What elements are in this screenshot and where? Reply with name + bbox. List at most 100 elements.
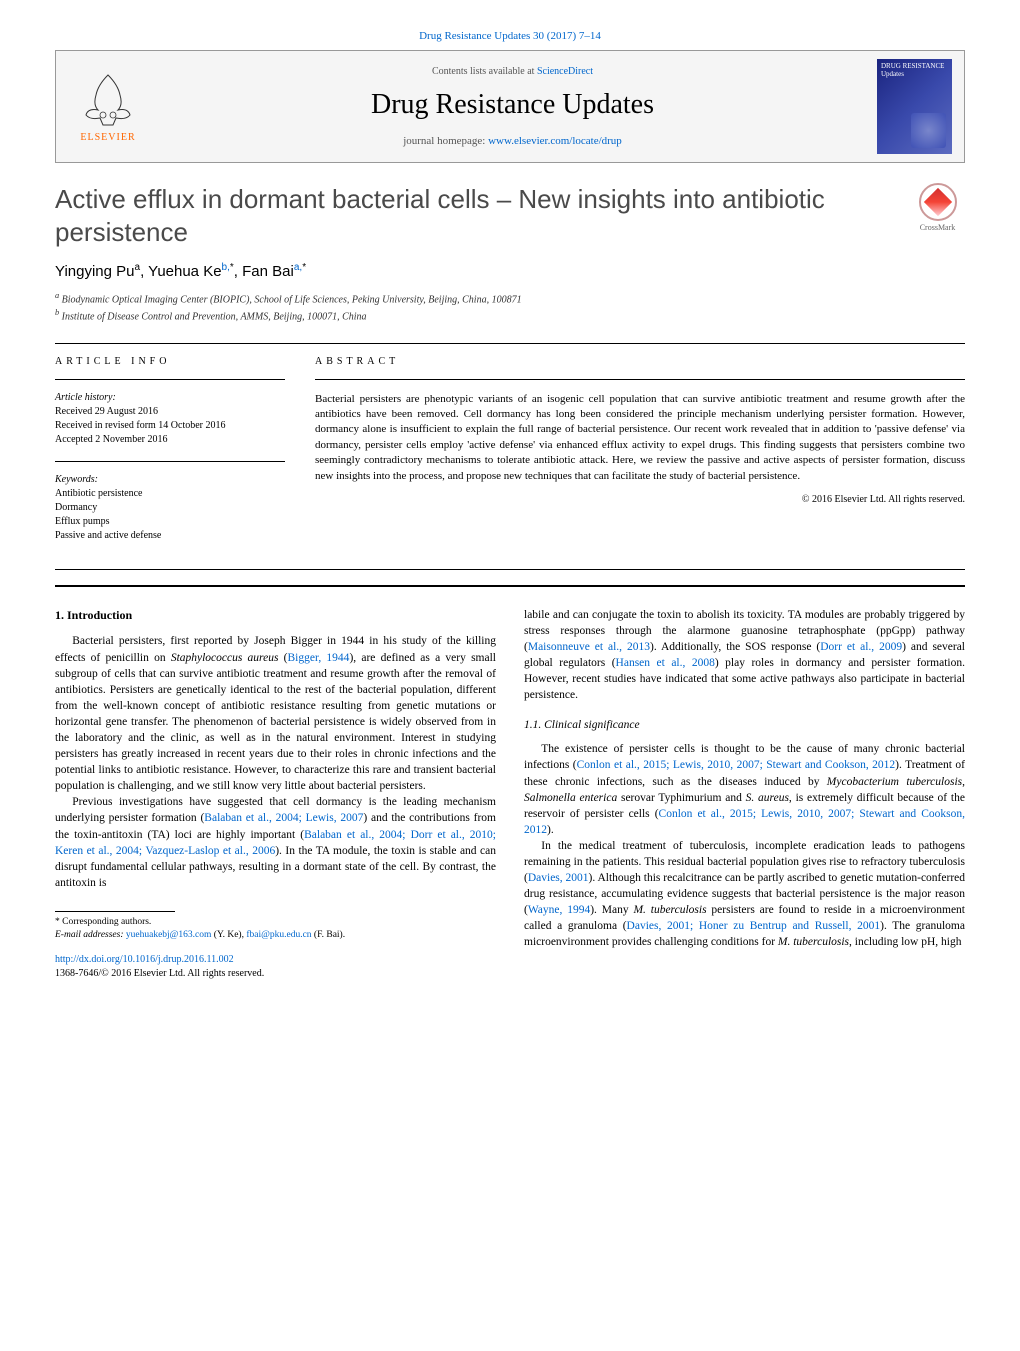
revised-date: Received in revised form 14 October 2016 — [55, 419, 285, 433]
footer-block: * Corresponding authors. E-mail addresse… — [55, 911, 496, 981]
aff-a-text: Biodynamic Optical Imaging Center (BIOPI… — [62, 294, 522, 305]
author-3-corr: * — [302, 262, 306, 273]
affiliation-a: a Biodynamic Optical Imaging Center (BIO… — [55, 290, 965, 307]
abstract-text: Bacterial persisters are phenotypic vari… — [315, 392, 965, 484]
left-column: 1. Introduction Bacterial persisters, fi… — [55, 607, 496, 981]
p1-cite1: Bigger, 1944 — [288, 652, 350, 664]
info-divider-2 — [55, 461, 285, 462]
affiliation-b: b Institute of Disease Control and Preve… — [55, 307, 965, 324]
info-abstract-row: article info Article history: Received 2… — [55, 356, 965, 557]
thick-divider — [55, 585, 965, 587]
abstract-heading: abstract — [315, 356, 965, 367]
email-1-link[interactable]: yuehuakebj@163.com — [126, 930, 212, 940]
author-2-aff: b, — [222, 262, 230, 273]
history-section: Article history: Received 29 August 2016… — [55, 392, 285, 447]
info-divider-1 — [55, 379, 285, 380]
paper-title: Active efflux in dormant bacterial cells… — [55, 183, 895, 248]
elsevier-tree-icon — [78, 70, 138, 130]
s11p2-sp2: M. tuberculosis — [778, 936, 849, 948]
p1-c: ), are defined as a very small subgroup … — [55, 652, 496, 793]
s11p2-cite3: Davies, 2001; Honer zu Bentrup and Russe… — [627, 920, 881, 932]
c2p1-b: ). Additionally, the SOS response ( — [650, 641, 820, 653]
s11p1-c: , — [962, 776, 965, 788]
cover-image — [911, 113, 946, 148]
abstract-divider — [315, 379, 965, 380]
crossmark-badge[interactable]: CrossMark — [910, 183, 965, 238]
doi-link[interactable]: http://dx.doi.org/10.1016/j.drup.2016.11… — [55, 953, 496, 967]
article-info-heading: article info — [55, 356, 285, 367]
elsevier-logo: ELSEVIER — [68, 62, 148, 152]
keywords-section: Keywords: Antibiotic persistence Dormanc… — [55, 474, 285, 543]
accepted-date: Accepted 2 November 2016 — [55, 433, 285, 447]
authors-line: Yingying Pua, Yuehua Keb,*, Fan Baia,* — [55, 262, 965, 280]
abstract-copyright: © 2016 Elsevier Ltd. All rights reserved… — [315, 494, 965, 505]
crossmark-label: CrossMark — [920, 223, 956, 232]
footer-divider — [55, 911, 175, 912]
author-1-aff: a — [135, 262, 141, 273]
title-row: Active efflux in dormant bacterial cells… — [55, 183, 965, 248]
author-2: Yuehua Ke — [148, 263, 221, 280]
right-column: labile and can conjugate the toxin to ab… — [524, 607, 965, 981]
s11p1-sp3: S. aureus — [746, 792, 789, 804]
email-label: E-mail addresses: — [55, 930, 126, 940]
c2p1-cite3: Hansen et al., 2008 — [616, 657, 715, 669]
affiliations: a Biodynamic Optical Imaging Center (BIO… — [55, 290, 965, 325]
author-2-corr: * — [230, 262, 234, 273]
keyword-3: Efflux pumps — [55, 515, 285, 529]
s11-p1: The existence of persister cells is thou… — [524, 741, 965, 838]
author-3-aff: a, — [294, 262, 302, 273]
keyword-4: Passive and active defense — [55, 529, 285, 543]
elsevier-text: ELSEVIER — [80, 132, 135, 143]
divider-mid — [55, 569, 965, 570]
contents-line: Contents lists available at ScienceDirec… — [148, 66, 877, 77]
header-center: Contents lists available at ScienceDirec… — [148, 66, 877, 147]
s11p2-f: , including low pH, high — [849, 936, 961, 948]
body-columns: 1. Introduction Bacterial persisters, fi… — [55, 607, 965, 981]
c2p1-cite2: Dorr et al., 2009 — [820, 641, 902, 653]
journal-reference: Drug Resistance Updates 30 (2017) 7–14 — [55, 30, 965, 42]
s11p1-sp1: Mycobacterium tuberculosis — [827, 776, 962, 788]
crossmark-circle-icon — [919, 183, 957, 221]
journal-header-box: ELSEVIER Contents lists available at Sci… — [55, 50, 965, 163]
article-info-column: article info Article history: Received 2… — [55, 356, 285, 557]
col2-p1: labile and can conjugate the toxin to ab… — [524, 607, 965, 704]
author-3: Fan Bai — [242, 263, 294, 280]
keyword-2: Dormancy — [55, 501, 285, 515]
contents-text: Contents lists available at — [432, 66, 537, 77]
email-2-link[interactable]: fbai@pku.edu.cn — [246, 930, 311, 940]
divider-top — [55, 343, 965, 344]
keyword-1: Antibiotic persistence — [55, 487, 285, 501]
journal-name: Drug Resistance Updates — [148, 89, 877, 121]
intro-heading: 1. Introduction — [55, 607, 496, 624]
homepage-line: journal homepage: www.elsevier.com/locat… — [148, 135, 877, 147]
email-2-name: (F. Bai). — [312, 930, 346, 940]
p2-cite1: Balaban et al., 2004; Lewis, 2007 — [204, 812, 363, 824]
c2p1-cite1: Maisonneuve et al., 2013 — [528, 641, 650, 653]
homepage-label: journal homepage: — [403, 135, 488, 147]
s11p1-cite1: Conlon et al., 2015; Lewis, 2010, 2007; … — [577, 759, 896, 771]
homepage-link[interactable]: www.elsevier.com/locate/drup — [488, 135, 622, 147]
s11p1-d: serovar Typhimurium and — [617, 792, 745, 804]
intro-p1: Bacterial persisters, first reported by … — [55, 633, 496, 794]
author-1: Yingying Pu — [55, 263, 135, 280]
intro-p2: Previous investigations have suggested t… — [55, 794, 496, 891]
subheading-1-1: 1.1. Clinical significance — [524, 717, 965, 733]
p1-species: Staphylococcus aureus — [171, 652, 279, 664]
issn-copyright: 1368-7646/© 2016 Elsevier Ltd. All right… — [55, 967, 496, 981]
corresponding-note: * Corresponding authors. — [55, 916, 496, 929]
journal-cover-thumbnail: DRUG RESISTANCE Updates — [877, 59, 952, 154]
s11p1-f: ). — [547, 824, 554, 836]
sciencedirect-link[interactable]: ScienceDirect — [537, 66, 593, 77]
s11p2-cite2: Wayne, 1994 — [528, 904, 590, 916]
s11-p2: In the medical treatment of tuberculosis… — [524, 838, 965, 951]
p1-b: ( — [278, 652, 287, 664]
email-1-name: (Y. Ke), — [211, 930, 246, 940]
crossmark-inner-icon — [923, 188, 951, 216]
s11p2-sp1: M. tuberculosis — [633, 904, 706, 916]
cover-title: DRUG RESISTANCE Updates — [881, 63, 952, 78]
email-line: E-mail addresses: yuehuakebj@163.com (Y.… — [55, 929, 496, 942]
s11p1-sp2: Salmonella enterica — [524, 792, 617, 804]
aff-b-text: Institute of Disease Control and Prevent… — [62, 312, 367, 323]
history-label: Article history: — [55, 392, 285, 403]
s11p2-c: ). Many — [590, 904, 633, 916]
